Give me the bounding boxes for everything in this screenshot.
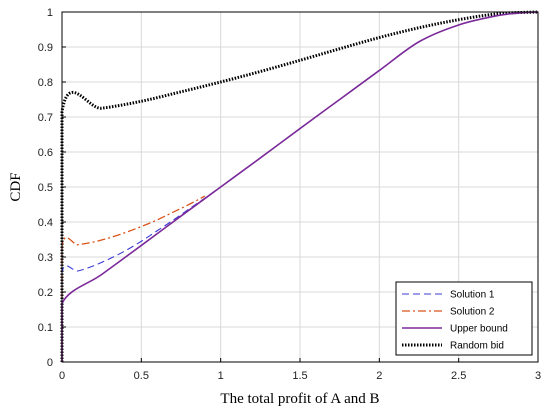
legend-label: Upper bound: [450, 324, 508, 335]
series-line-upper-bound: [61, 11, 539, 362]
y-tick-label: 0.3: [38, 252, 53, 264]
x-tick-label: 3: [535, 370, 541, 382]
series-line-random-bid: [60, 10, 539, 362]
y-axis-ticks: 0 0.1 0.2 0.3 0.4 0.5 0.6 0.7 0.8 0.9 1: [38, 7, 66, 369]
x-axis-ticks: 0 0.5 1 1.5 2 2.5 3: [59, 358, 541, 382]
legend-label: Solution 1: [450, 290, 495, 301]
y-tick-label: 0: [47, 357, 53, 369]
y-tick-label: 0.6: [38, 147, 53, 159]
series-layer: [60, 10, 539, 362]
grid-lines: [62, 12, 538, 362]
x-tick-label: 1: [218, 370, 224, 382]
y-tick-label: 0.9: [38, 42, 53, 54]
y-tick-label: 0.5: [38, 182, 53, 194]
x-tick-label: 2.5: [451, 370, 466, 382]
series-line-solution-2: [61, 195, 206, 362]
x-tick-label: 0.5: [134, 370, 149, 382]
y-tick-label: 0.4: [38, 217, 53, 229]
x-tick-label: 2: [376, 370, 382, 382]
x-tick-label: 0: [59, 370, 65, 382]
legend-label: Solution 2: [450, 307, 495, 318]
y-tick-label: 0.7: [38, 112, 53, 124]
y-tick-label: 1: [47, 7, 53, 19]
y-tick-label: 0.8: [38, 77, 53, 89]
y-tick-label: 0.2: [38, 287, 53, 299]
legend-label: Random bid: [450, 341, 504, 352]
x-tick-label: 1.5: [292, 370, 307, 382]
legend: Solution 1 Solution 2 Upper bound Random bi…: [395, 281, 533, 356]
y-tick-label: 0.1: [38, 322, 53, 334]
x-axis-label: The total profit of A and B: [220, 391, 379, 407]
y-axis-label: CDF: [8, 172, 24, 201]
